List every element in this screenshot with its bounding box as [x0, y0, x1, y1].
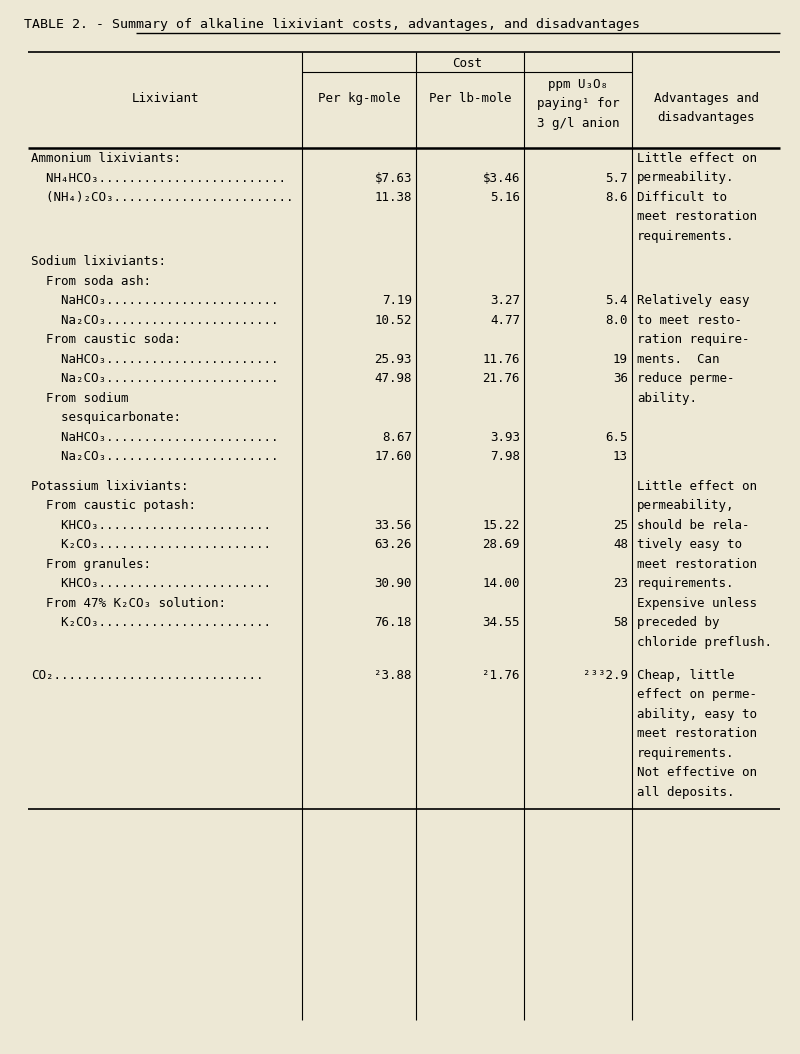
Text: 10.52: 10.52 [374, 314, 412, 327]
Text: should be rela-: should be rela- [637, 519, 750, 531]
Text: From caustic potash:: From caustic potash: [31, 500, 196, 512]
Text: meet restoration: meet restoration [637, 727, 757, 740]
Text: paying¹ for: paying¹ for [537, 98, 619, 111]
Text: 13: 13 [613, 450, 628, 464]
Text: 8.67: 8.67 [382, 431, 412, 444]
Text: Relatively easy: Relatively easy [637, 294, 750, 308]
Text: (NH₄)₂CO₃........................: (NH₄)₂CO₃........................ [31, 191, 294, 204]
Text: 3.27: 3.27 [490, 294, 520, 308]
Text: Sodium lixiviants:: Sodium lixiviants: [31, 255, 166, 269]
Text: permeability.: permeability. [637, 172, 734, 184]
Text: 6.5: 6.5 [606, 431, 628, 444]
Text: all deposits.: all deposits. [637, 785, 734, 799]
Text: preceded by: preceded by [637, 617, 719, 629]
Text: ppm U₃O₈: ppm U₃O₈ [548, 78, 608, 91]
Text: 7.98: 7.98 [490, 450, 520, 464]
Text: Ammonium lixiviants:: Ammonium lixiviants: [31, 152, 181, 165]
Text: 34.55: 34.55 [482, 617, 520, 629]
Text: reduce perme-: reduce perme- [637, 372, 734, 386]
Text: tively easy to: tively easy to [637, 539, 742, 551]
Text: Per lb-mole: Per lb-mole [429, 92, 511, 105]
Text: From caustic soda:: From caustic soda: [31, 333, 181, 347]
Text: ability, easy to: ability, easy to [637, 707, 757, 721]
Text: NaHCO₃.......................: NaHCO₃....................... [31, 294, 278, 308]
Text: to meet resto-: to meet resto- [637, 314, 742, 327]
Text: $3.46: $3.46 [482, 172, 520, 184]
Text: 63.26: 63.26 [374, 539, 412, 551]
Text: NH₄HCO₃.........................: NH₄HCO₃......................... [31, 172, 286, 184]
Text: Little effect on: Little effect on [637, 480, 757, 492]
Text: requirements.: requirements. [637, 578, 734, 590]
Text: 15.22: 15.22 [482, 519, 520, 531]
Text: NaHCO₃.......................: NaHCO₃....................... [31, 353, 278, 366]
Text: 19: 19 [613, 353, 628, 366]
Text: KHCO₃.......................: KHCO₃....................... [31, 578, 271, 590]
Text: 23: 23 [613, 578, 628, 590]
Text: 36: 36 [613, 372, 628, 386]
Text: Na₂CO₃.......................: Na₂CO₃....................... [31, 372, 278, 386]
Text: Na₂CO₃.......................: Na₂CO₃....................... [31, 450, 278, 464]
Text: ²³³2.9: ²³³2.9 [583, 668, 628, 682]
Text: Expensive unless: Expensive unless [637, 597, 757, 609]
Text: 11.76: 11.76 [482, 353, 520, 366]
Text: chloride preflush.: chloride preflush. [637, 636, 772, 648]
Text: 17.60: 17.60 [374, 450, 412, 464]
Text: Cheap, little: Cheap, little [637, 668, 734, 682]
Text: Little effect on: Little effect on [637, 152, 757, 165]
Text: 76.18: 76.18 [374, 617, 412, 629]
Text: Difficult to: Difficult to [637, 191, 727, 204]
Text: Na₂CO₃.......................: Na₂CO₃....................... [31, 314, 278, 327]
Text: 8.6: 8.6 [606, 191, 628, 204]
Text: 30.90: 30.90 [374, 578, 412, 590]
Text: disadvantages: disadvantages [658, 112, 754, 124]
Text: 3 g/l anion: 3 g/l anion [537, 117, 619, 130]
Text: meet restoration: meet restoration [637, 558, 757, 570]
Text: 3.93: 3.93 [490, 431, 520, 444]
Text: Lixiviant: Lixiviant [131, 92, 199, 105]
Text: Potassium lixiviants:: Potassium lixiviants: [31, 480, 189, 492]
Text: NaHCO₃.......................: NaHCO₃....................... [31, 431, 278, 444]
Text: ²3.88: ²3.88 [374, 668, 412, 682]
Text: 47.98: 47.98 [374, 372, 412, 386]
Text: Cost: Cost [452, 57, 482, 70]
Text: 58: 58 [613, 617, 628, 629]
Text: ²1.76: ²1.76 [482, 668, 520, 682]
Text: 25: 25 [613, 519, 628, 531]
Text: From granules:: From granules: [31, 558, 151, 570]
Text: Not effective on: Not effective on [637, 766, 757, 779]
Text: 5.4: 5.4 [606, 294, 628, 308]
Text: 33.56: 33.56 [374, 519, 412, 531]
Text: 7.19: 7.19 [382, 294, 412, 308]
Text: 25.93: 25.93 [374, 353, 412, 366]
Text: requirements.: requirements. [637, 746, 734, 760]
Text: ration require-: ration require- [637, 333, 750, 347]
Text: 14.00: 14.00 [482, 578, 520, 590]
Text: From 47% K₂CO₃ solution:: From 47% K₂CO₃ solution: [31, 597, 226, 609]
Text: ability.: ability. [637, 392, 697, 405]
Text: requirements.: requirements. [637, 230, 734, 243]
Text: KHCO₃.......................: KHCO₃....................... [31, 519, 271, 531]
Text: sesquicarbonate:: sesquicarbonate: [31, 411, 181, 425]
Text: K₂CO₃.......................: K₂CO₃....................... [31, 539, 271, 551]
Text: meet restoration: meet restoration [637, 211, 757, 223]
Text: CO₂............................: CO₂............................ [31, 668, 263, 682]
Text: From sodium: From sodium [31, 392, 129, 405]
Text: 8.0: 8.0 [606, 314, 628, 327]
Text: 5.16: 5.16 [490, 191, 520, 204]
Text: 28.69: 28.69 [482, 539, 520, 551]
Text: effect on perme-: effect on perme- [637, 688, 757, 701]
Text: ments.  Can: ments. Can [637, 353, 719, 366]
Text: 11.38: 11.38 [374, 191, 412, 204]
Text: permeability,: permeability, [637, 500, 734, 512]
Text: Per kg-mole: Per kg-mole [318, 92, 401, 105]
Text: K₂CO₃.......................: K₂CO₃....................... [31, 617, 271, 629]
Text: TABLE 2. - Summary of alkaline lixiviant costs, advantages, and disadvantages: TABLE 2. - Summary of alkaline lixiviant… [24, 18, 640, 31]
Text: $7.63: $7.63 [374, 172, 412, 184]
Text: 48: 48 [613, 539, 628, 551]
Text: 4.77: 4.77 [490, 314, 520, 327]
Text: 21.76: 21.76 [482, 372, 520, 386]
Text: From soda ash:: From soda ash: [31, 275, 151, 288]
Text: 5.7: 5.7 [606, 172, 628, 184]
Text: Advantages and: Advantages and [654, 92, 758, 105]
